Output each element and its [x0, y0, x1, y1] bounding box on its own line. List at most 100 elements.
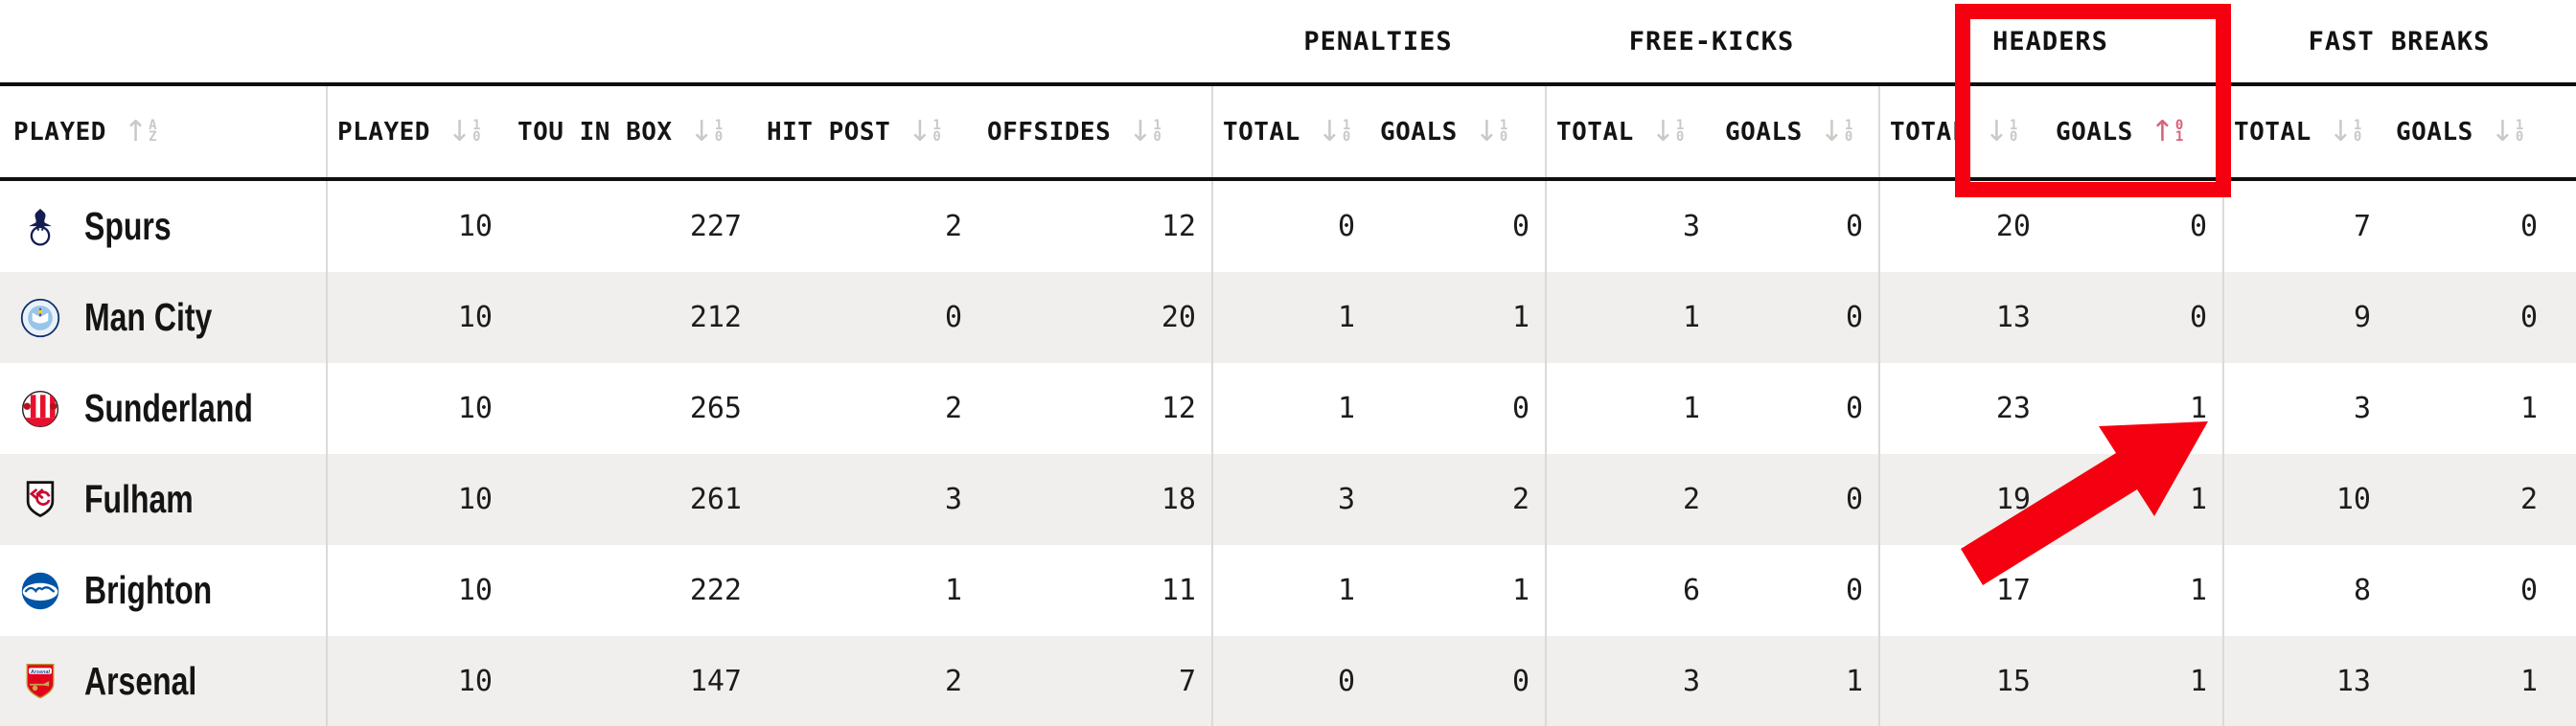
cell-brighton-fast-breaks-goals: 0: [2519, 574, 2538, 607]
spurs-club-logo-icon: [19, 206, 61, 248]
team-cell-spurs[interactable]: Spurs: [0, 181, 326, 272]
cell-fulham-played: 10: [326, 454, 508, 545]
table-row-man-city: Man City 10 212 0 20 1 1 1 0 13 0 9 0: [0, 272, 2576, 363]
cell-arsenal-tou-in-box: 147: [689, 665, 742, 698]
cell-man-city-headers-goals: 0: [2189, 301, 2207, 334]
sort-desc-icon-free-kicks-goals: ↓ 1 0: [1819, 114, 1853, 148]
column-label: PLAYED: [13, 117, 106, 147]
group-header-label: FREE-KICKS: [1628, 26, 1795, 57]
column-header-headers-goals[interactable]: GOALS ↑ 0 1: [2046, 86, 2222, 177]
group-header-fast-breaks: FAST BREAKS: [2222, 0, 2576, 82]
sort-desc-icon-played: ↓ 1 0: [447, 114, 481, 148]
cell-arsenal-free-kicks-goals: 1: [1845, 665, 1863, 698]
cell-sunderland-tou-in-box: 265: [689, 392, 742, 425]
group-header-headers: HEADERS: [1878, 0, 2222, 82]
team-cell-sunderland[interactable]: Sunderland: [0, 363, 326, 454]
cell-spurs-free-kicks-total: 3: [1545, 181, 1715, 272]
column-header-penalties-total[interactable]: TOTAL ↓ 1 0: [1211, 86, 1370, 177]
sort-desc-icon-penalties-goals: ↓ 1 0: [1474, 114, 1508, 148]
cell-fulham-fast-breaks-total: 10: [2222, 454, 2386, 545]
group-header-band: PENALTIES FREE-KICKS HEADERS FAST BREAKS: [0, 0, 2576, 82]
team-cell-brighton[interactable]: Brighton: [0, 545, 326, 636]
sort-desc-icon-hit-post: ↓ 1 0: [908, 114, 941, 148]
cell-sunderland-hit-post: 2: [944, 392, 962, 425]
column-header-free-kicks-total[interactable]: TOTAL ↓ 1 0: [1545, 86, 1715, 177]
team-name: Brighton: [84, 568, 213, 612]
group-header-free-kicks: FREE-KICKS: [1545, 0, 1878, 82]
table-row-sunderland: Sunderland 10 265 2 12 1 0 1 0 23 1 3 1: [0, 363, 2576, 454]
cell-sunderland-penalties-total: 1: [1211, 363, 1370, 454]
cell-arsenal-hit-post: 2: [944, 665, 962, 698]
team-name: Arsenal: [84, 659, 197, 703]
cell-sunderland-fast-breaks-total: 3: [2222, 363, 2386, 454]
cell-fulham-offsides: 18: [1161, 483, 1196, 516]
arsenal-club-logo-icon: Arsenal: [19, 661, 61, 703]
column-header-hit-post[interactable]: HIT POST ↓ 1 0: [757, 86, 978, 177]
column-label: TOTAL: [1890, 117, 1967, 147]
team-name: Spurs: [84, 204, 172, 248]
cell-brighton-offsides: 11: [1161, 574, 1196, 607]
table-body: Spurs 10 227 2 12 0 0 3 0 20 0 7 0 Man City 10 212 0 20 1 1…: [0, 181, 2576, 726]
header-row: PLAYED ↑ A Z PLAYED ↓ 1 0 TOU IN BOX ↓ 1 0 HIT POST ↓…: [0, 82, 2576, 181]
column-label: GOALS: [1380, 117, 1458, 147]
cell-man-city-penalties-goals: 1: [1511, 301, 1530, 334]
column-header-played[interactable]: PLAYED ↓ 1 0: [326, 86, 508, 177]
column-label: OFFSIDES: [987, 117, 1112, 147]
column-label: HIT POST: [767, 117, 891, 147]
group-header-label: PENALTIES: [1303, 26, 1453, 57]
team-name: Sunderland: [84, 386, 253, 430]
cell-spurs-headers-goals: 0: [2189, 210, 2207, 243]
sort-desc-icon-free-kicks-total: ↓ 1 0: [1650, 114, 1685, 148]
cell-man-city-fast-breaks-total: 9: [2222, 272, 2386, 363]
cell-spurs-offsides: 12: [1161, 210, 1196, 243]
column-header-free-kicks-goals[interactable]: GOALS ↓ 1 0: [1715, 86, 1878, 177]
team-cell-fulham[interactable]: Fulham: [0, 454, 326, 545]
sort-asc-icon-team: ↑ A Z: [123, 114, 157, 148]
cell-fulham-penalties-goals: 2: [1511, 483, 1530, 516]
sort-desc-icon-tou-in-box: ↓ 1 0: [689, 114, 724, 148]
column-label: TOU IN BOX: [518, 117, 673, 147]
column-label: PLAYED: [337, 117, 430, 147]
sort-desc-icon-fast-breaks-goals: ↓ 1 0: [2490, 114, 2524, 148]
fulham-club-logo-icon: [19, 479, 61, 521]
table-row-spurs: Spurs 10 227 2 12 0 0 3 0 20 0 7 0: [0, 181, 2576, 272]
column-label: GOALS: [1725, 117, 1803, 147]
cell-fulham-tou-in-box: 261: [689, 483, 742, 516]
column-header-team[interactable]: PLAYED ↑ A Z: [0, 86, 326, 177]
column-header-tou-in-box[interactable]: TOU IN BOX ↓ 1 0: [508, 86, 757, 177]
cell-spurs-fast-breaks-total: 7: [2222, 181, 2386, 272]
cell-brighton-penalties-total: 1: [1211, 545, 1370, 636]
cell-brighton-tou-in-box: 222: [689, 574, 742, 607]
brighton-club-logo-icon: [19, 570, 61, 612]
cell-sunderland-penalties-goals: 0: [1511, 392, 1530, 425]
team-cell-man-city[interactable]: Man City: [0, 272, 326, 363]
column-label: GOALS: [2396, 117, 2473, 147]
cell-spurs-played: 10: [326, 181, 508, 272]
cell-spurs-penalties-goals: 0: [1511, 210, 1530, 243]
cell-spurs-headers-total: 20: [1878, 181, 2046, 272]
group-header-penalties: PENALTIES: [1211, 0, 1545, 82]
cell-sunderland-played: 10: [326, 363, 508, 454]
cell-arsenal-fast-breaks-total: 13: [2222, 636, 2386, 726]
cell-brighton-hit-post: 1: [944, 574, 962, 607]
group-header-label: HEADERS: [1992, 26, 2108, 57]
cell-man-city-tou-in-box: 212: [689, 301, 742, 334]
team-cell-arsenal[interactable]: Arsenal Arsenal: [0, 636, 326, 726]
cell-brighton-free-kicks-total: 6: [1545, 545, 1715, 636]
cell-fulham-headers-goals: 1: [2189, 483, 2207, 516]
column-label: GOALS: [2056, 117, 2133, 147]
column-header-penalties-goals[interactable]: GOALS ↓ 1 0: [1370, 86, 1545, 177]
table-row-fulham: Fulham 10 261 3 18 3 2 2 0 19 1 10 2: [0, 454, 2576, 545]
cell-brighton-penalties-goals: 1: [1511, 574, 1530, 607]
column-header-fast-breaks-goals[interactable]: GOALS ↓ 1 0: [2386, 86, 2576, 177]
cell-fulham-penalties-total: 3: [1211, 454, 1370, 545]
cell-sunderland-headers-total: 23: [1878, 363, 2046, 454]
column-header-headers-total[interactable]: TOTAL ↓ 1 0: [1878, 86, 2046, 177]
column-header-offsides[interactable]: OFFSIDES ↓ 1 0: [978, 86, 1211, 177]
column-header-fast-breaks-total[interactable]: TOTAL ↓ 1 0: [2222, 86, 2386, 177]
cell-fulham-headers-total: 19: [1878, 454, 2046, 545]
cell-fulham-free-kicks-goals: 0: [1845, 483, 1863, 516]
cell-fulham-fast-breaks-goals: 2: [2519, 483, 2538, 516]
table-row-arsenal: Arsenal Arsenal 10 147 2 7 0 0 3 1 15 1 13 1: [0, 636, 2576, 726]
